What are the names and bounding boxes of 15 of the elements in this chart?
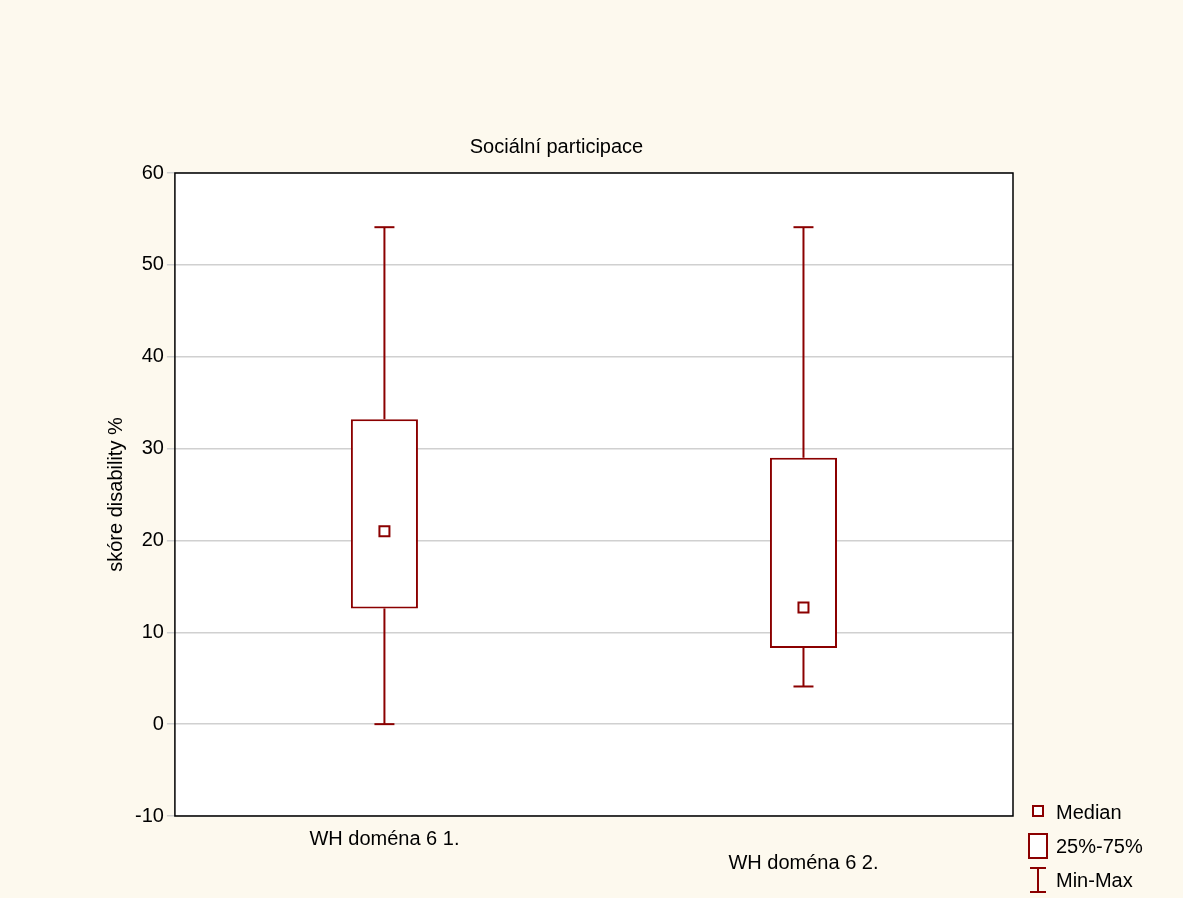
text: Median <box>1056 800 1122 824</box>
y-tick-label: 0 <box>152 711 164 734</box>
y-tick-label: 50 <box>141 252 164 275</box>
y-axis-title: skóre disability % <box>103 417 126 572</box>
text: 25%-75% <box>1056 834 1143 858</box>
y-tick-label: 60 <box>141 160 164 183</box>
y-tick-label: 20 <box>141 527 164 550</box>
x-tick-label: WH doména 6 1. <box>309 826 460 849</box>
chart-title: Sociální participace <box>469 134 644 157</box>
y-tick-label: 10 <box>141 619 164 642</box>
y-tick-label: 30 <box>141 436 164 459</box>
x-tick-label: WH doména 6 2. <box>728 850 879 873</box>
y-tick-label: -10 <box>135 803 164 826</box>
y-tick-label: 40 <box>141 344 164 367</box>
text: Min-Max <box>1056 868 1133 892</box>
